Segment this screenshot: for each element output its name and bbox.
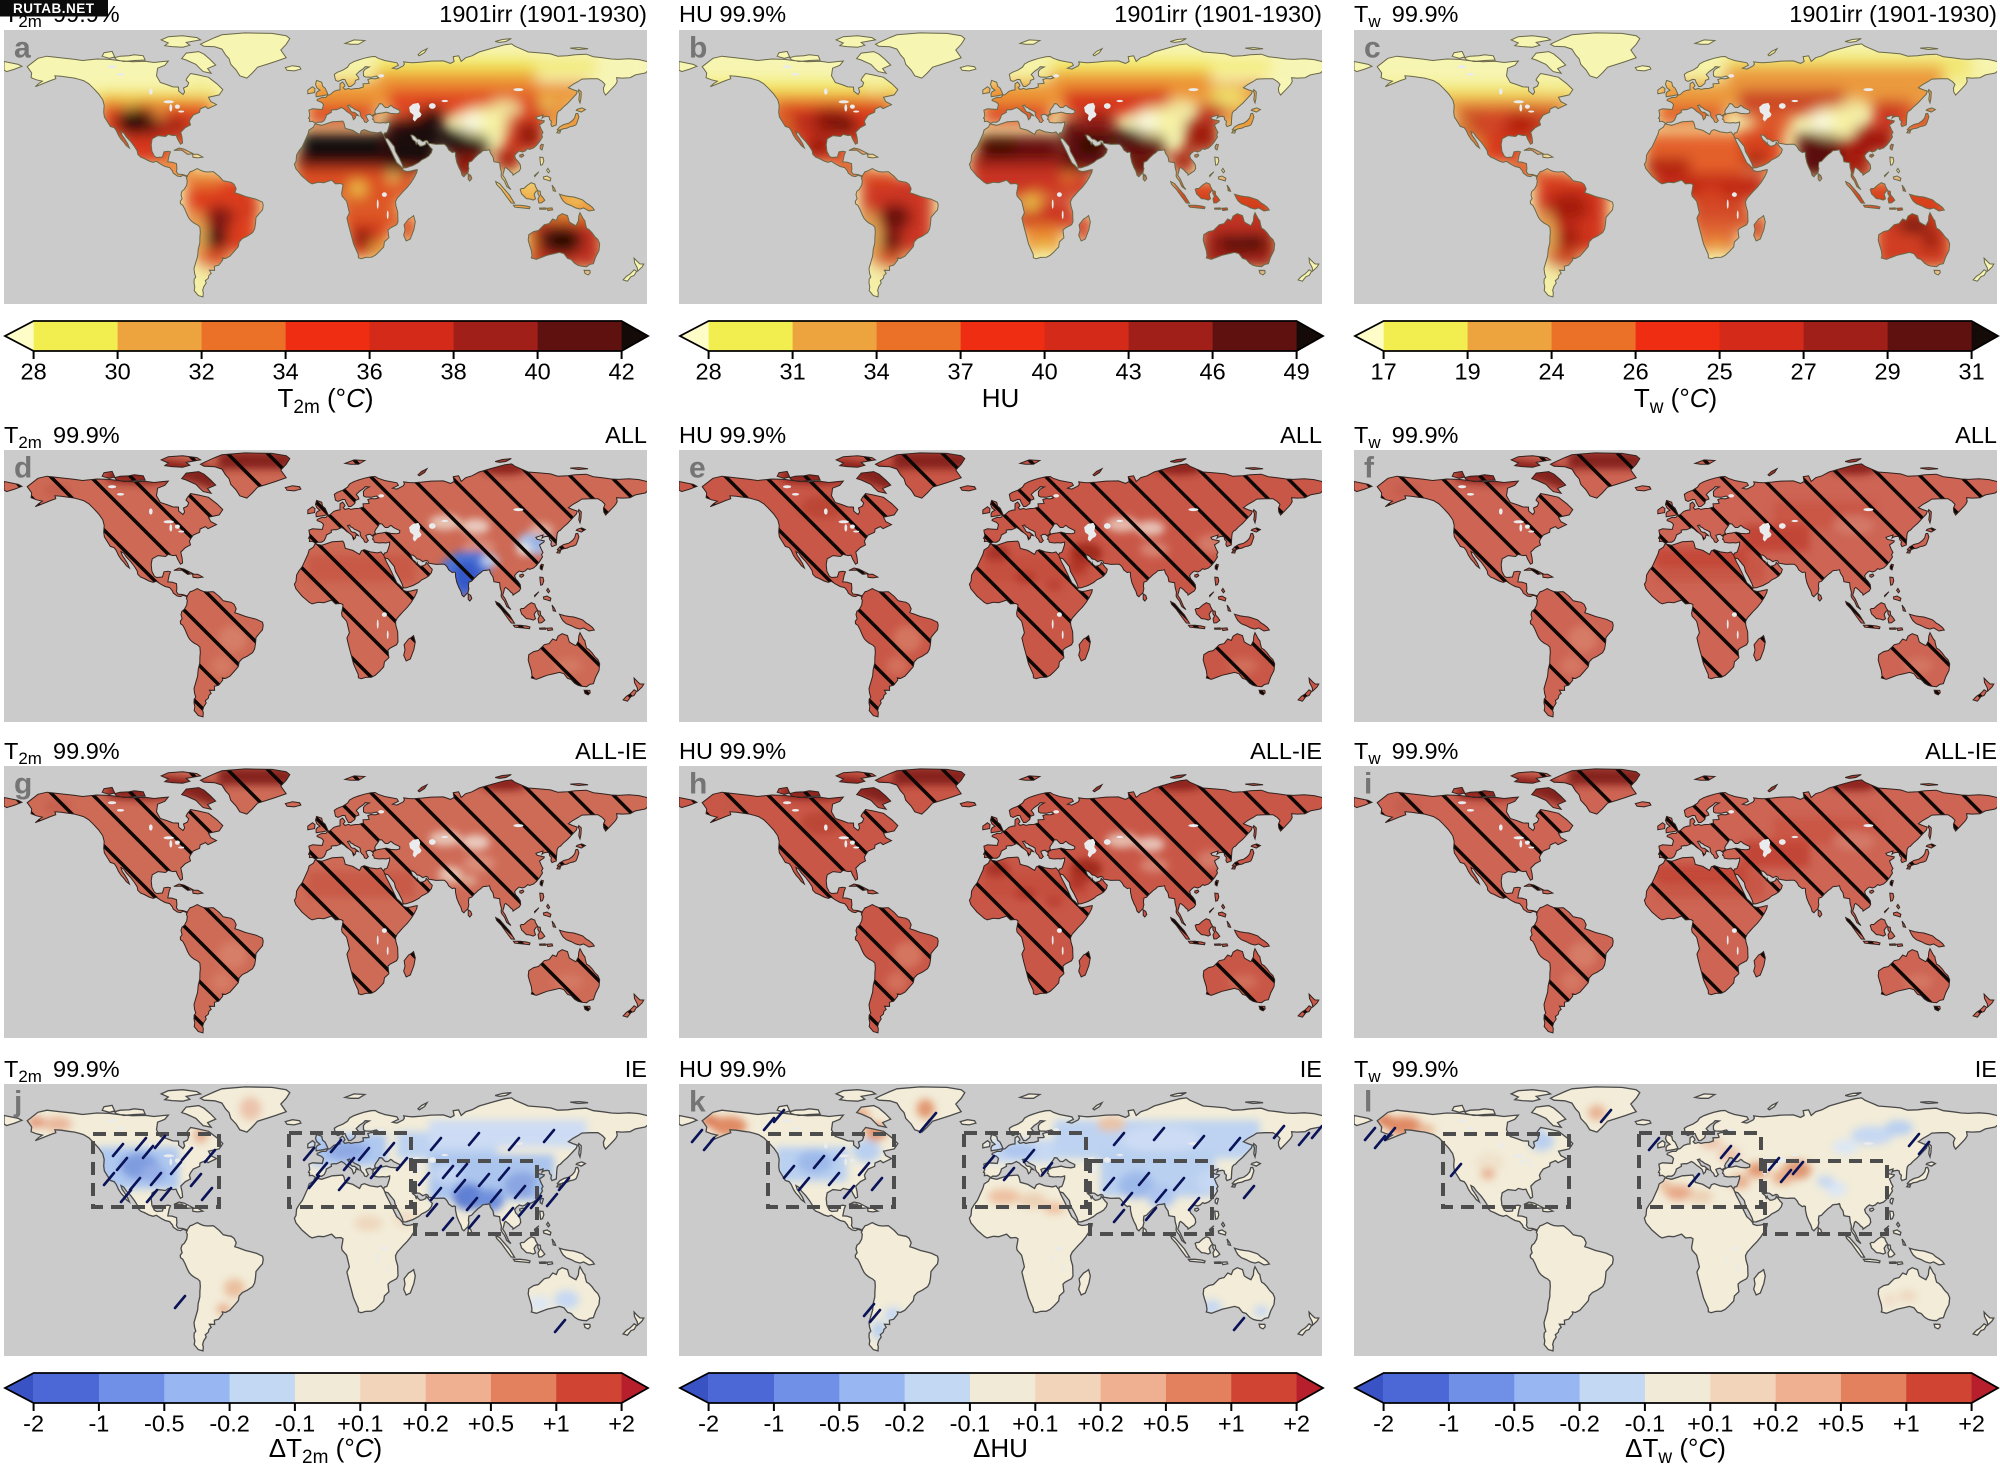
svg-text:+0.5: +0.5 xyxy=(1143,1411,1189,1437)
svg-text:-0.2: -0.2 xyxy=(884,1411,925,1437)
svg-text:28: 28 xyxy=(21,359,47,385)
svg-text:+2: +2 xyxy=(1283,1411,1310,1437)
svg-text:IE: IE xyxy=(625,1056,647,1082)
svg-text:34: 34 xyxy=(864,359,890,385)
svg-text:+0.2: +0.2 xyxy=(402,1411,448,1437)
svg-text:b: b xyxy=(689,32,707,65)
svg-text:+1: +1 xyxy=(1893,1411,1920,1437)
svg-text:-0.1: -0.1 xyxy=(1625,1411,1666,1437)
svg-text:-1: -1 xyxy=(763,1411,784,1437)
svg-text:32: 32 xyxy=(189,359,215,385)
svg-text:l: l xyxy=(1364,1086,1372,1119)
svg-text:-1: -1 xyxy=(1438,1411,1459,1437)
svg-text:1901irr (1901-1930): 1901irr (1901-1930) xyxy=(439,1,647,27)
svg-text:IE: IE xyxy=(1975,1056,1997,1082)
svg-text:+0.1: +0.1 xyxy=(1012,1411,1058,1437)
svg-text:37: 37 xyxy=(948,359,974,385)
svg-text:-2: -2 xyxy=(23,1411,44,1437)
svg-text:30: 30 xyxy=(105,359,131,385)
svg-text:+1: +1 xyxy=(543,1411,570,1437)
svg-text:HU 99.9%: HU 99.9% xyxy=(679,1,786,27)
svg-text:-2: -2 xyxy=(698,1411,719,1437)
svg-text:1901irr (1901-1930): 1901irr (1901-1930) xyxy=(1114,1,1322,27)
svg-text:IE: IE xyxy=(1300,1056,1322,1082)
svg-text:24: 24 xyxy=(1539,359,1565,385)
svg-text:ALL: ALL xyxy=(1955,422,1997,448)
svg-text:+0.5: +0.5 xyxy=(1818,1411,1864,1437)
svg-text:31: 31 xyxy=(780,359,806,385)
svg-text:17: 17 xyxy=(1371,359,1397,385)
svg-text:-0.5: -0.5 xyxy=(819,1411,860,1437)
svg-text:h: h xyxy=(689,768,707,801)
svg-text:ALL-IE: ALL-IE xyxy=(1925,738,1997,764)
svg-text:T2m 99.9%: T2m 99.9% xyxy=(4,738,120,768)
svg-text:43: 43 xyxy=(1116,359,1142,385)
svg-text:28: 28 xyxy=(696,359,722,385)
svg-text:-1: -1 xyxy=(88,1411,109,1437)
svg-text:k: k xyxy=(689,1086,706,1119)
svg-text:-0.5: -0.5 xyxy=(1494,1411,1535,1437)
svg-text:+0.1: +0.1 xyxy=(337,1411,383,1437)
svg-text:ALL: ALL xyxy=(1280,422,1322,448)
svg-text:+1: +1 xyxy=(1218,1411,1245,1437)
svg-text:HU 99.9%: HU 99.9% xyxy=(679,422,786,448)
svg-text:a: a xyxy=(14,32,31,65)
svg-text:T2m 99.9%: T2m 99.9% xyxy=(4,1056,120,1086)
svg-text:g: g xyxy=(14,768,32,801)
svg-text:Tw 99.9%: Tw 99.9% xyxy=(1354,1056,1459,1086)
svg-text:+0.2: +0.2 xyxy=(1077,1411,1123,1437)
svg-text:49: 49 xyxy=(1284,359,1310,385)
svg-text:+0.2: +0.2 xyxy=(1752,1411,1798,1437)
svg-text:-0.2: -0.2 xyxy=(209,1411,250,1437)
svg-text:d: d xyxy=(14,452,32,485)
svg-text:ΔTw (°C): ΔTw (°C) xyxy=(1625,1433,1726,1465)
svg-text:+2: +2 xyxy=(1958,1411,1985,1437)
svg-text:T2m (°C): T2m (°C) xyxy=(277,383,373,418)
svg-text:31: 31 xyxy=(1959,359,1985,385)
svg-text:-0.5: -0.5 xyxy=(144,1411,185,1437)
svg-text:-2: -2 xyxy=(1373,1411,1394,1437)
svg-text:+0.5: +0.5 xyxy=(468,1411,514,1437)
svg-text:27: 27 xyxy=(1791,359,1817,385)
svg-text:e: e xyxy=(689,452,706,485)
svg-text:-0.1: -0.1 xyxy=(275,1411,316,1437)
svg-text:26: 26 xyxy=(1623,359,1649,385)
svg-text:HU: HU xyxy=(982,383,1020,413)
svg-text:ALL-IE: ALL-IE xyxy=(575,738,647,764)
svg-text:38: 38 xyxy=(441,359,467,385)
svg-text:Tw 99.9%: Tw 99.9% xyxy=(1354,422,1459,452)
svg-text:RUTAB.NET: RUTAB.NET xyxy=(13,1,95,16)
svg-text:42: 42 xyxy=(609,359,635,385)
svg-text:-0.1: -0.1 xyxy=(950,1411,991,1437)
svg-text:29: 29 xyxy=(1875,359,1901,385)
svg-text:HU 99.9%: HU 99.9% xyxy=(679,738,786,764)
svg-text:ALL: ALL xyxy=(605,422,647,448)
svg-text:40: 40 xyxy=(525,359,551,385)
svg-text:j: j xyxy=(13,1086,22,1119)
svg-text:-0.2: -0.2 xyxy=(1559,1411,1600,1437)
svg-text:ΔHU: ΔHU xyxy=(973,1433,1028,1463)
svg-text:34: 34 xyxy=(273,359,299,385)
svg-text:c: c xyxy=(1364,32,1381,65)
svg-text:HU 99.9%: HU 99.9% xyxy=(679,1056,786,1082)
svg-text:ALL-IE: ALL-IE xyxy=(1250,738,1322,764)
svg-text:Tw 99.9%: Tw 99.9% xyxy=(1354,738,1459,768)
svg-text:f: f xyxy=(1364,452,1375,485)
svg-text:36: 36 xyxy=(357,359,383,385)
svg-text:40: 40 xyxy=(1032,359,1058,385)
svg-text:+2: +2 xyxy=(608,1411,635,1437)
svg-text:25: 25 xyxy=(1707,359,1733,385)
svg-text:+0.1: +0.1 xyxy=(1687,1411,1733,1437)
svg-text:19: 19 xyxy=(1455,359,1481,385)
svg-text:1901irr (1901-1930): 1901irr (1901-1930) xyxy=(1789,1,1997,27)
svg-text:Tw (°C): Tw (°C) xyxy=(1634,383,1717,418)
svg-text:46: 46 xyxy=(1200,359,1226,385)
svg-text:i: i xyxy=(1364,768,1372,801)
